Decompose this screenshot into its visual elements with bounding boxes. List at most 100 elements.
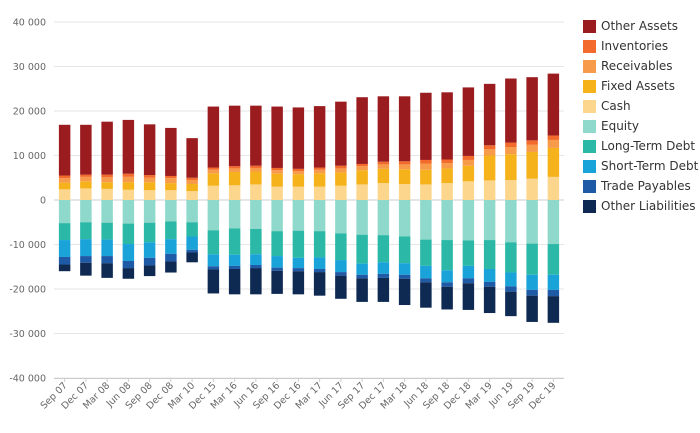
bar-segment xyxy=(420,163,432,170)
legend-item[interactable]: Receivables xyxy=(583,56,698,76)
bar-segment xyxy=(420,278,432,283)
bar-segment xyxy=(292,171,305,175)
bar-segment xyxy=(526,144,538,152)
bar-segment xyxy=(122,268,135,279)
bar-segment xyxy=(292,168,305,172)
bar-segment xyxy=(207,230,220,255)
bar-segment xyxy=(292,230,305,258)
bar-segment xyxy=(356,166,368,171)
bar-segment xyxy=(547,200,560,245)
bar-segment xyxy=(335,233,347,261)
bar-segment xyxy=(122,176,135,183)
bar-segment xyxy=(292,186,305,200)
bar-segment xyxy=(101,188,113,200)
y-tick-label: 40 000 xyxy=(13,18,46,29)
bar-segment xyxy=(250,228,262,255)
legend-label: Cash xyxy=(601,99,631,113)
legend-label: Fixed Assets xyxy=(601,79,675,93)
bar-segment xyxy=(441,163,453,169)
bar-segment xyxy=(292,257,305,269)
bar-segment xyxy=(228,254,241,266)
legend: Other Assets Inventories Receivables Fixed … xyxy=(583,16,698,216)
bar-segment xyxy=(335,200,347,234)
bar-segment xyxy=(462,181,475,200)
legend-item[interactable]: Short-Term Debt xyxy=(583,156,698,176)
y-tick-label: -30 000 xyxy=(9,329,46,340)
legend-label: Receivables xyxy=(601,59,673,73)
bar-segment xyxy=(462,265,475,279)
bar-segment xyxy=(547,296,560,323)
bar-segment xyxy=(335,165,347,169)
bar-segment xyxy=(101,182,113,189)
bar-segment xyxy=(420,92,432,160)
bar-segment xyxy=(122,244,135,261)
bar-segment xyxy=(335,272,347,276)
legend-swatch xyxy=(583,79,596,93)
bar-segment xyxy=(356,184,368,200)
bar-segment xyxy=(420,159,432,164)
bar-segment xyxy=(377,262,390,274)
bar-segment xyxy=(483,268,496,282)
bar-segment xyxy=(271,231,283,257)
bar-segment xyxy=(313,268,326,273)
bar-segment xyxy=(398,161,411,165)
bar-segment xyxy=(313,106,326,168)
bar-segment xyxy=(335,101,347,166)
bar-segment xyxy=(207,185,220,200)
y-tick-label: -10 000 xyxy=(9,240,46,251)
bar-segment xyxy=(250,268,262,295)
bar-segment xyxy=(250,254,262,265)
legend-item[interactable]: Inventories xyxy=(583,36,698,56)
bar-segment xyxy=(207,254,220,267)
bar-segment xyxy=(441,92,453,160)
bar-segment xyxy=(186,179,198,184)
legend-item[interactable]: Fixed Assets xyxy=(583,76,698,96)
legend-item[interactable]: Equity xyxy=(583,116,698,136)
bar-segment xyxy=(356,278,368,302)
bar-segment xyxy=(441,168,453,184)
bar-segment xyxy=(356,200,368,235)
bar-segment xyxy=(207,169,220,174)
legend-label: Inventories xyxy=(601,39,669,53)
legend-item[interactable]: Other Assets xyxy=(583,16,698,36)
bar-segment xyxy=(250,105,262,166)
bar-segment xyxy=(420,169,432,185)
bar-segment xyxy=(228,268,241,295)
bar-segment xyxy=(398,96,411,162)
legend-item[interactable]: Long-Term Debt xyxy=(583,136,698,156)
bar-segment xyxy=(377,168,390,184)
bar-segment xyxy=(505,142,517,148)
legend-label: Short-Term Debt xyxy=(601,159,699,173)
bar-segment xyxy=(441,286,453,310)
bar-segment xyxy=(547,147,560,177)
legend-item[interactable]: Other Liabilities xyxy=(583,196,698,216)
bar-segment xyxy=(143,265,156,277)
bar-segment xyxy=(186,200,198,223)
bar-segment xyxy=(526,140,538,145)
bar-segment xyxy=(228,185,241,200)
legend-item[interactable]: Cash xyxy=(583,96,698,116)
y-tick-label: 30 000 xyxy=(13,62,46,73)
bar-segment xyxy=(483,200,496,241)
bar-segment xyxy=(271,106,283,168)
bar-segment xyxy=(292,174,305,187)
bar-segment xyxy=(207,167,220,170)
bar-segment xyxy=(313,167,326,170)
bar-segment xyxy=(186,191,198,200)
legend-label: Other Liabilities xyxy=(601,199,696,213)
bar-segment xyxy=(80,174,92,177)
legend-swatch xyxy=(583,179,596,193)
bar-segment xyxy=(165,261,177,273)
bar-segment xyxy=(122,182,135,190)
bar-segment xyxy=(505,200,517,243)
bar-segment xyxy=(101,177,113,183)
bar-segment xyxy=(377,161,390,165)
bar-segment xyxy=(505,291,517,317)
legend-item[interactable]: Trade Payables xyxy=(583,176,698,196)
legend-label: Long-Term Debt xyxy=(601,139,696,153)
bar-segment xyxy=(398,183,411,200)
bar-segment xyxy=(547,244,560,275)
y-tick-label: 10 000 xyxy=(13,151,46,162)
